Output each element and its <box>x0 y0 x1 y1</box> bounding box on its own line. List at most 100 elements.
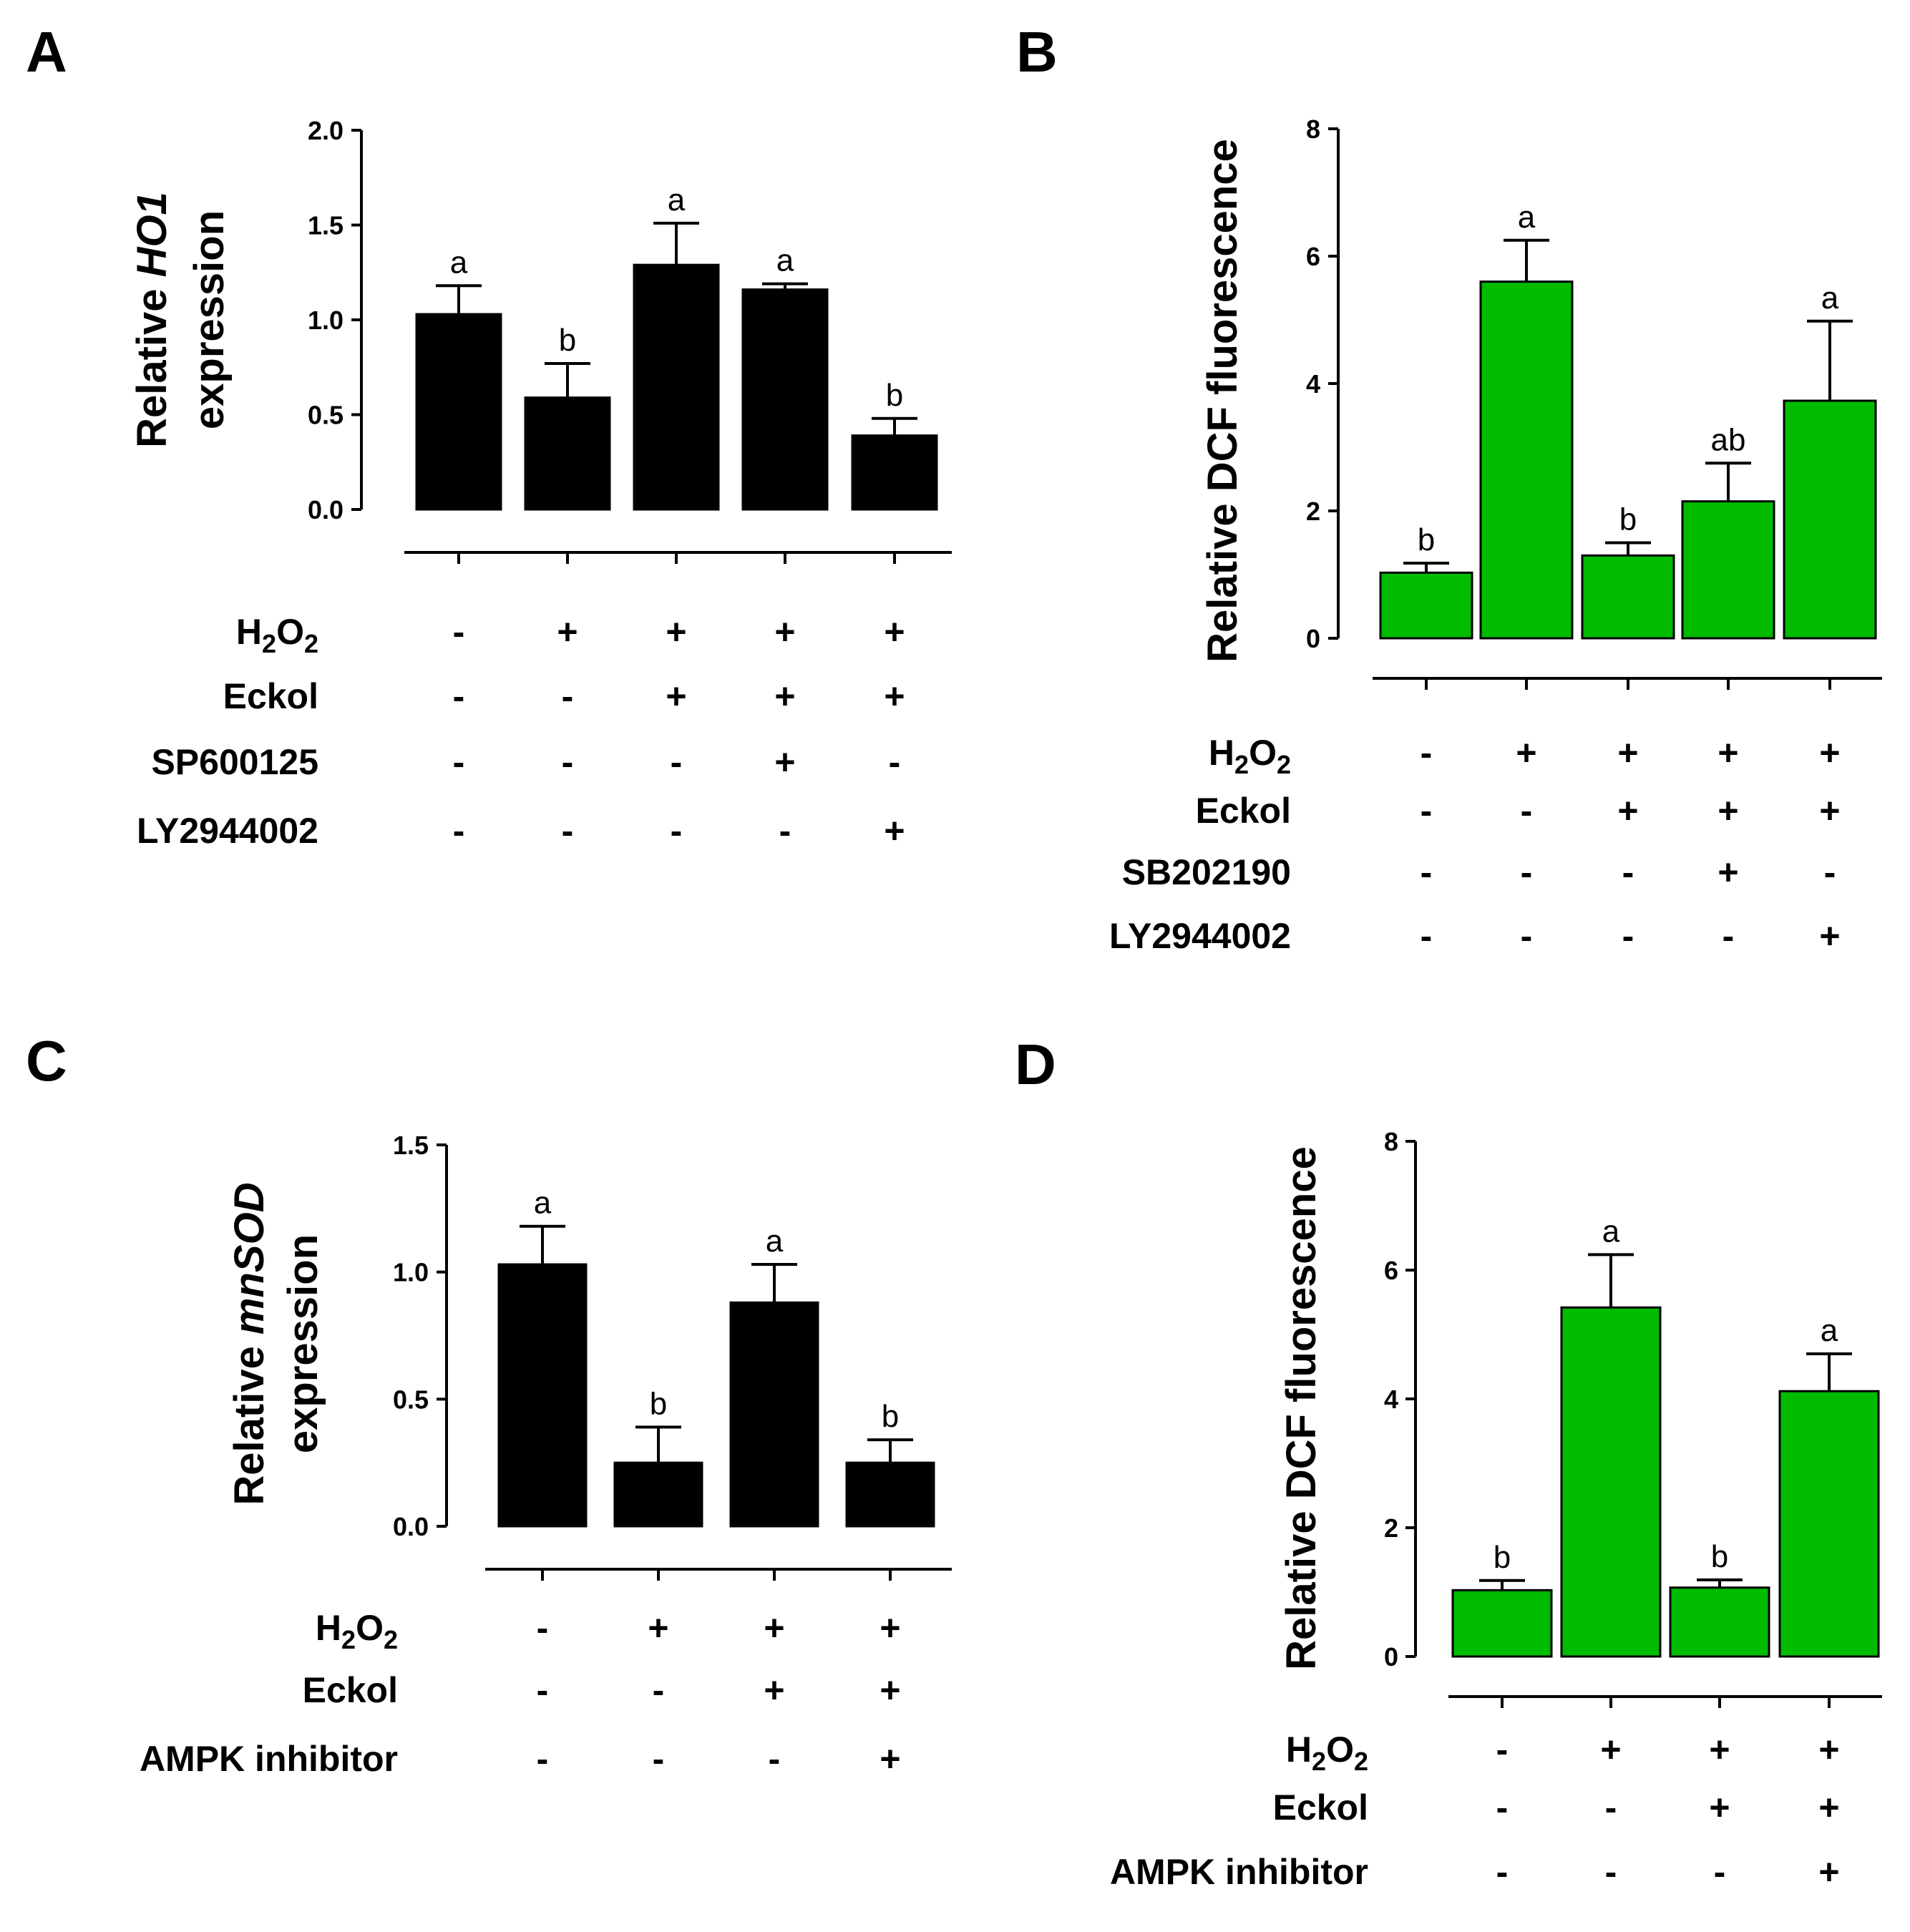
significance-label-c: a <box>766 1224 784 1259</box>
condition-sign-a: + <box>774 612 795 652</box>
condition-sign-b: - <box>1622 916 1634 956</box>
y-axis-label-b: Relative DCF fluorescence <box>1199 139 1246 663</box>
bar-a <box>741 288 829 511</box>
condition-label-b: H2O2 <box>1209 733 1291 779</box>
y-axis-label-d: Relative DCF fluorescence <box>1278 1146 1325 1670</box>
condition-label-c: Eckol <box>303 1670 398 1710</box>
significance-label-b: b <box>1619 502 1637 537</box>
significance-label-d: a <box>1821 1313 1838 1348</box>
panel-label-a: A <box>26 20 67 84</box>
y-tick-label-c: 0.5 <box>393 1385 429 1414</box>
condition-sign-b: + <box>1617 733 1638 773</box>
condition-sign-b: - <box>1521 852 1533 892</box>
condition-sign-b: + <box>1819 733 1840 773</box>
condition-sign-a: - <box>779 811 791 851</box>
condition-sign-c: + <box>880 1608 900 1648</box>
panel-label-b: B <box>1016 20 1058 84</box>
y-tick-label-b: 8 <box>1306 114 1320 144</box>
bar-a <box>851 434 938 511</box>
condition-sign-c: - <box>653 1739 665 1779</box>
condition-sign-d: + <box>1709 1787 1730 1828</box>
condition-sign-b: + <box>1819 916 1840 956</box>
bar-b <box>1479 280 1574 640</box>
condition-sign-a: - <box>671 811 683 851</box>
condition-sign-d: + <box>1709 1729 1730 1770</box>
condition-sign-a: - <box>562 742 574 782</box>
condition-sign-b: - <box>1824 852 1836 892</box>
bar-d <box>1778 1390 1880 1658</box>
condition-sign-a: - <box>562 676 574 716</box>
condition-sign-a: + <box>557 612 578 652</box>
y-tick-label-c: 1.5 <box>393 1131 429 1160</box>
y-axis-label-c: Relative mnSOD <box>226 1182 273 1505</box>
condition-sign-b: + <box>1717 791 1738 831</box>
significance-label-b: b <box>1418 522 1435 557</box>
condition-sign-c: - <box>537 1670 549 1710</box>
condition-sign-c: - <box>769 1739 781 1779</box>
bar-d <box>1451 1589 1553 1658</box>
significance-label-d: a <box>1602 1214 1620 1249</box>
condition-label-c: AMPK inhibitor <box>140 1739 398 1779</box>
significance-label-b: ab <box>1711 422 1746 457</box>
significance-label-d: b <box>1711 1539 1728 1574</box>
condition-sign-d: - <box>1605 1787 1617 1828</box>
bar-a <box>415 313 502 511</box>
condition-sign-b: + <box>1717 852 1738 892</box>
condition-sign-a: - <box>453 676 465 716</box>
y-tick-label-b: 6 <box>1306 242 1320 271</box>
y-tick-label-d: 0 <box>1384 1642 1398 1672</box>
condition-sign-b: + <box>1516 733 1536 773</box>
bar-b <box>1681 500 1775 640</box>
condition-sign-a: - <box>453 811 465 851</box>
y-tick-label-c: 1.0 <box>393 1258 429 1287</box>
condition-sign-c: - <box>653 1670 665 1710</box>
y-tick-label-b: 4 <box>1306 369 1320 399</box>
condition-sign-a: + <box>774 742 795 782</box>
condition-sign-a: - <box>671 742 683 782</box>
significance-label-a: b <box>559 323 576 358</box>
y-tick-label-a: 1.0 <box>308 306 343 335</box>
panel-label-c: C <box>26 1029 67 1093</box>
condition-sign-b: + <box>1819 791 1840 831</box>
panel-c: C 0.0 0.5 1.0 1.5 Relative mnSOD expression a b… <box>26 1029 952 1779</box>
significance-label-c: a <box>534 1186 552 1221</box>
condition-sign-a: + <box>884 612 905 652</box>
condition-sign-b: + <box>1717 733 1738 773</box>
condition-sign-b: - <box>1421 916 1433 956</box>
condition-sign-c: + <box>764 1670 784 1710</box>
significance-label-c: b <box>882 1399 899 1434</box>
condition-label-d: AMPK inhibitor <box>1110 1852 1368 1892</box>
condition-sign-b: + <box>1617 791 1638 831</box>
condition-sign-b: - <box>1521 916 1533 956</box>
bar-c <box>613 1461 703 1528</box>
y-tick-label-d: 8 <box>1384 1127 1398 1156</box>
condition-label-b: SB202190 <box>1122 852 1291 892</box>
condition-sign-a: + <box>884 811 905 851</box>
y-tick-label-a: 0.0 <box>308 495 343 525</box>
condition-sign-a: - <box>453 612 465 652</box>
condition-sign-b: - <box>1622 852 1634 892</box>
condition-label-d: Eckol <box>1273 1787 1368 1828</box>
condition-sign-d: - <box>1605 1852 1617 1892</box>
condition-sign-a: + <box>884 676 905 716</box>
condition-label-a: H2O2 <box>236 612 318 658</box>
bar-b <box>1581 554 1675 640</box>
y-tick-label-b: 2 <box>1306 497 1320 526</box>
condition-sign-c: + <box>880 1670 900 1710</box>
bar-a <box>524 396 611 511</box>
bar-c <box>729 1301 819 1528</box>
y-axis-label-line2-c: expression <box>280 1234 326 1453</box>
y-tick-label-a: 0.5 <box>308 401 343 430</box>
bar-b <box>1783 399 1877 640</box>
condition-sign-d: + <box>1818 1852 1839 1892</box>
condition-sign-a: - <box>562 811 574 851</box>
y-tick-label-c: 0.0 <box>393 1512 429 1541</box>
panel-label-d: D <box>1015 1033 1056 1096</box>
condition-sign-a: + <box>666 676 686 716</box>
condition-sign-b: - <box>1521 791 1533 831</box>
significance-label-a: a <box>450 245 468 280</box>
condition-sign-c: - <box>537 1739 549 1779</box>
panel-d: D 0 2 4 6 8 Relative DCF fluorescence b a b a H2O2… <box>1015 1033 1882 1892</box>
